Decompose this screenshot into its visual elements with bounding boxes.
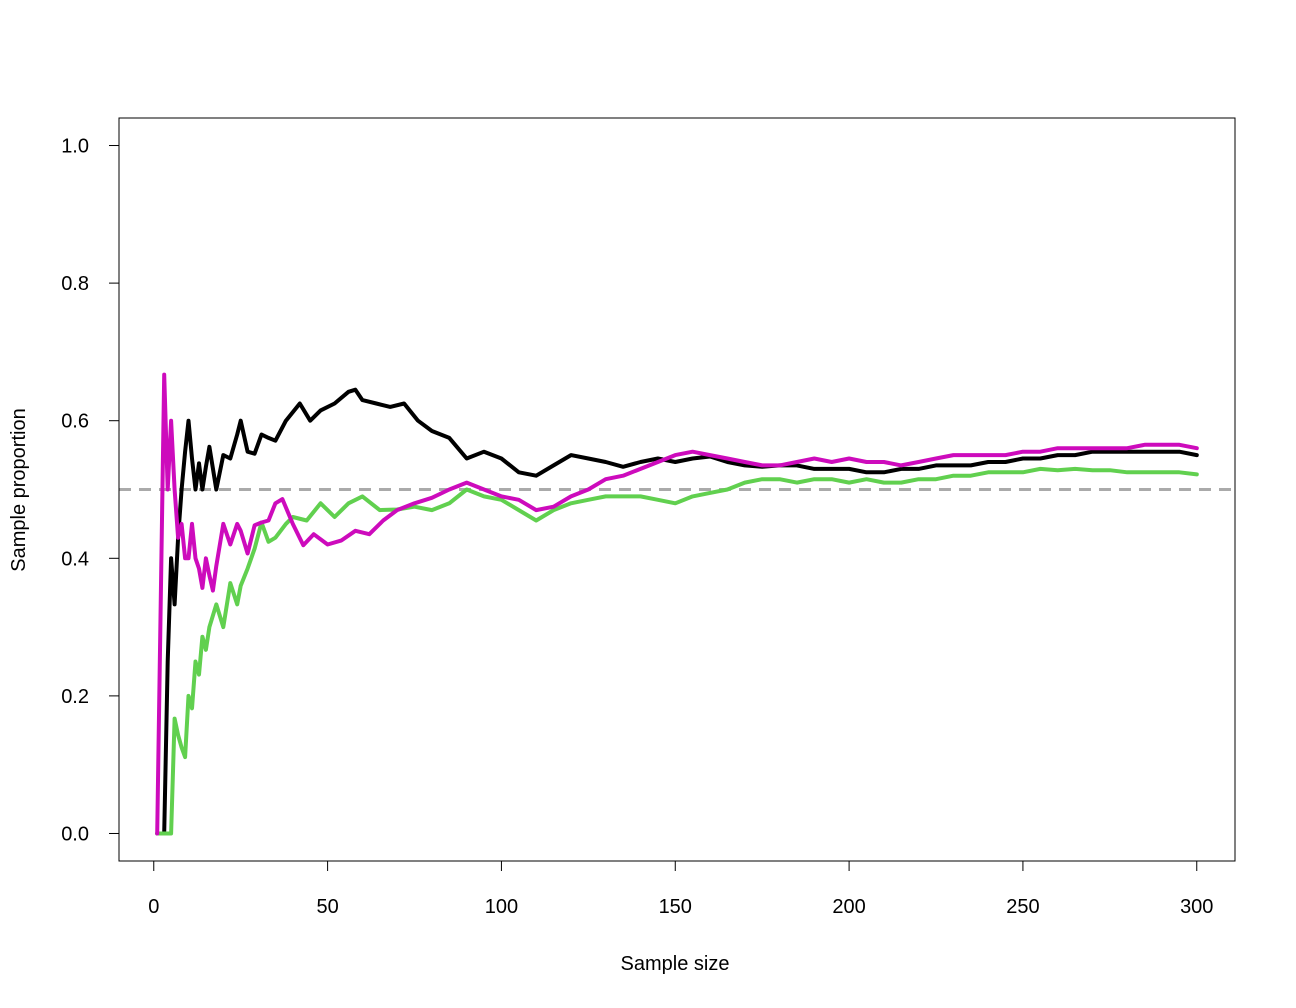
axes-layer: 0 50 100 150 200 250 300 0.0 0.2 0.4 0.6 0.8 1.0 xyxy=(61,136,1213,918)
y-tick-label: 0.6 xyxy=(61,411,89,433)
y-axis-title: Sample proportion xyxy=(8,408,30,571)
series-line-1 xyxy=(155,387,1199,836)
y-tick-label: 0.8 xyxy=(61,273,89,295)
series-line-2 xyxy=(155,466,1199,836)
y-tick-label: 1.0 xyxy=(61,136,89,158)
x-axis-title: Sample size xyxy=(621,953,730,975)
series-layer xyxy=(155,372,1199,836)
x-tick-label: 300 xyxy=(1180,896,1213,918)
y-tick-label: 0.4 xyxy=(61,548,89,570)
y-tick-label: 0.0 xyxy=(61,823,89,845)
x-tick-label: 150 xyxy=(659,896,692,918)
x-tick-label: 0 xyxy=(148,896,159,918)
series-line-3 xyxy=(155,372,1199,836)
x-tick-label: 50 xyxy=(316,896,338,918)
x-tick-label: 100 xyxy=(485,896,518,918)
x-tick-label: 200 xyxy=(832,896,865,918)
x-tick-label: 250 xyxy=(1006,896,1039,918)
y-tick-label: 0.2 xyxy=(61,686,89,708)
